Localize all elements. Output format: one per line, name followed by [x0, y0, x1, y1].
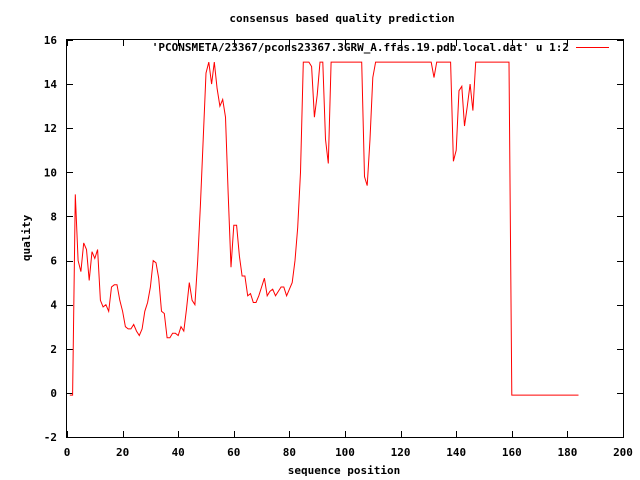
y-axis-label: quality — [20, 214, 33, 261]
x-tick-label: 160 — [502, 446, 522, 459]
y-tick-label: 6 — [50, 255, 57, 268]
x-tick-label: 200 — [613, 446, 633, 459]
x-tick-label: 0 — [64, 446, 71, 459]
y-tick-label: 16 — [44, 34, 58, 47]
y-tick-label: -2 — [44, 431, 57, 444]
y-tick-label: 2 — [50, 343, 57, 356]
y-tick-label: 14 — [44, 78, 58, 91]
x-tick-label: 20 — [116, 446, 129, 459]
series-line — [69, 61, 579, 396]
x-tick-label: 140 — [446, 446, 466, 459]
axis-ticks: 0 20 40 60 80 100 120 140 160 180 200 -2 0 2 4 6 8 10 12 14… — [44, 34, 633, 459]
x-tick-label: 100 — [335, 446, 355, 459]
series-layer — [69, 61, 579, 396]
legend: 'PCONSMETA/23367/pcons23367.3GRW_A.ffas.… — [152, 41, 609, 54]
y-tick-label: 10 — [44, 166, 57, 179]
x-tick-label: 40 — [172, 446, 185, 459]
x-axis-label: sequence position — [288, 464, 401, 477]
x-tick-label: 120 — [391, 446, 411, 459]
y-tick-label: 12 — [44, 122, 57, 135]
x-tick-label: 60 — [227, 446, 240, 459]
x-tick-label: 80 — [283, 446, 296, 459]
y-tick-label: 8 — [50, 210, 57, 223]
legend-label: 'PCONSMETA/23367/pcons23367.3GRW_A.ffas.… — [152, 41, 569, 54]
x-tick-label: 180 — [557, 446, 577, 459]
chart-title: consensus based quality prediction — [229, 12, 454, 25]
plot-frame — [66, 39, 624, 438]
y-tick-label: 4 — [50, 299, 57, 312]
y-tick-label: 0 — [50, 387, 57, 400]
